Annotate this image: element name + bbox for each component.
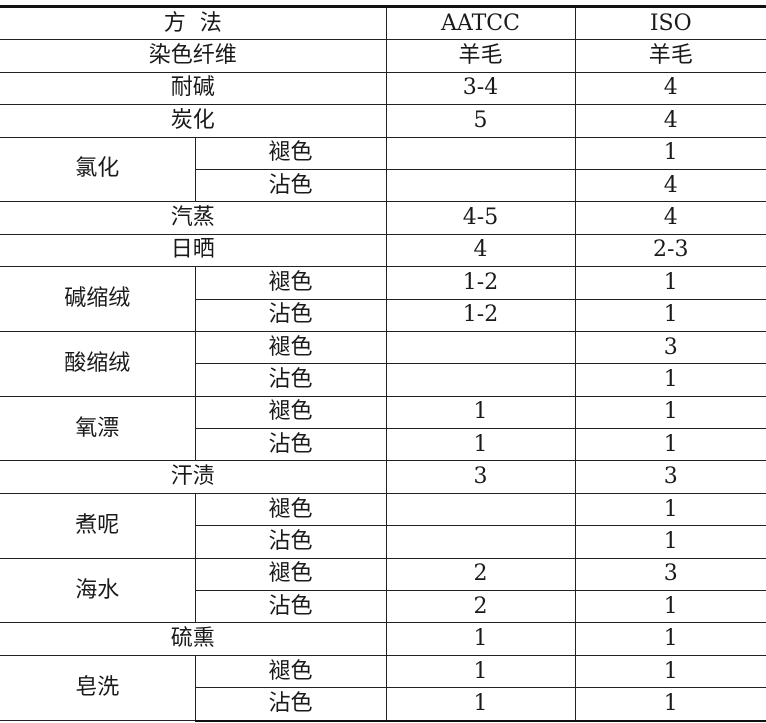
sub-label: 褪色 <box>195 395 387 430</box>
aatcc-value: 1-2 <box>386 298 576 332</box>
iso-value: 1 <box>575 687 766 722</box>
method-name: 海水 <box>0 557 196 624</box>
iso-value: 1 <box>575 298 766 332</box>
method-name: 耐碱 <box>0 71 387 106</box>
table-row: 沾色 1-2 1 <box>0 298 766 332</box>
iso-value: 1 <box>575 590 766 624</box>
iso-value: 1 <box>575 266 766 300</box>
method-name: 汽蒸 <box>0 201 387 235</box>
iso-value: 4 <box>575 71 766 106</box>
sub-label: 沾色 <box>195 168 387 203</box>
method-name: 氧漂 <box>0 395 196 462</box>
fiber-aatcc: 羊毛 <box>386 39 576 73</box>
iso-value: 4 <box>575 168 766 203</box>
aatcc-value <box>386 168 576 203</box>
sub-label: 褪色 <box>195 492 387 527</box>
iso-value: 4 <box>575 104 766 138</box>
aatcc-value <box>386 363 576 397</box>
aatcc-value: 3-4 <box>386 71 576 106</box>
table-row: 海水 褪色 2 3 <box>0 557 766 624</box>
aatcc-value: 3 <box>386 460 576 494</box>
aatcc-value <box>386 525 576 559</box>
iso-value: 1 <box>575 622 766 656</box>
iso-value: 1 <box>575 654 766 689</box>
aatcc-value: 1 <box>386 428 576 462</box>
table-row: 耐碱 3-4 4 <box>0 71 766 106</box>
fastness-table: 方 法 AATCC ISO 染色纤维 羊毛 羊毛 耐碱 3-4 4 炭化 5 4 氯化 褪色 1… <box>0 4 766 722</box>
table-row: 炭化 5 4 <box>0 104 766 138</box>
iso-value: 1 <box>575 525 766 559</box>
method-name: 皂洗 <box>0 654 196 722</box>
header-method: 方 法 <box>0 4 387 41</box>
sub-label: 沾色 <box>195 428 387 462</box>
iso-value: 3 <box>575 460 766 494</box>
table-row: 日晒 4 2-3 <box>0 233 766 268</box>
aatcc-value: 1 <box>386 687 576 722</box>
sub-label: 褪色 <box>195 654 387 689</box>
fiber-row: 染色纤维 羊毛 羊毛 <box>0 39 766 73</box>
sub-label: 沾色 <box>195 525 387 559</box>
header-aatcc: AATCC <box>386 4 576 41</box>
aatcc-value: 2 <box>386 557 576 592</box>
table-row: 汽蒸 4-5 4 <box>0 201 766 235</box>
iso-value: 1 <box>575 428 766 462</box>
iso-value: 1 <box>575 136 766 170</box>
method-name: 汗渍 <box>0 460 387 494</box>
aatcc-value: 5 <box>386 104 576 138</box>
iso-value: 3 <box>575 330 766 365</box>
table-row: 煮呢 褪色 1 <box>0 492 766 559</box>
table-row: 碱缩绒 褪色 1-2 1 <box>0 266 766 332</box>
method-name: 硫熏 <box>0 622 387 656</box>
iso-value: 4 <box>575 201 766 235</box>
header-row: 方 法 AATCC ISO <box>0 4 766 41</box>
method-name: 煮呢 <box>0 492 196 559</box>
fiber-label: 染色纤维 <box>0 39 387 73</box>
aatcc-value: 2 <box>386 590 576 624</box>
table-row: 氯化 褪色 1 <box>0 136 766 203</box>
iso-value: 1 <box>575 492 766 527</box>
table-row: 沾色 2 1 <box>0 590 766 624</box>
header-iso: ISO <box>575 4 766 41</box>
sub-label: 沾色 <box>195 687 387 722</box>
sub-label: 褪色 <box>195 266 387 300</box>
table-row: 沾色 1 1 <box>0 428 766 462</box>
table-row: 沾色 1 <box>0 363 766 397</box>
table-row: 沾色 4 <box>0 168 766 203</box>
table-row: 皂洗 褪色 1 1 <box>0 654 766 722</box>
table-row: 硫熏 1 1 <box>0 622 766 656</box>
aatcc-value <box>386 492 576 527</box>
table-row: 沾色 1 1 <box>0 687 766 722</box>
iso-value: 2-3 <box>575 233 766 268</box>
aatcc-value <box>386 330 576 365</box>
method-name: 氯化 <box>0 136 196 203</box>
sub-label: 沾色 <box>195 590 387 624</box>
table-row: 汗渍 3 3 <box>0 460 766 494</box>
fiber-iso: 羊毛 <box>575 39 766 73</box>
sub-label: 沾色 <box>195 298 387 332</box>
iso-value: 1 <box>575 395 766 430</box>
sub-label: 沾色 <box>195 363 387 397</box>
method-name: 日晒 <box>0 233 387 268</box>
iso-value: 3 <box>575 557 766 592</box>
sub-label: 褪色 <box>195 330 387 365</box>
aatcc-value: 1 <box>386 395 576 430</box>
method-name: 酸缩绒 <box>0 330 196 397</box>
method-name: 碱缩绒 <box>0 266 196 332</box>
aatcc-value: 1 <box>386 654 576 689</box>
aatcc-value <box>386 136 576 170</box>
sub-label: 褪色 <box>195 136 387 170</box>
aatcc-value: 1 <box>386 622 576 656</box>
aatcc-value: 1-2 <box>386 266 576 300</box>
method-name: 炭化 <box>0 104 387 138</box>
table-row: 沾色 1 <box>0 525 766 559</box>
iso-value: 1 <box>575 363 766 397</box>
aatcc-value: 4-5 <box>386 201 576 235</box>
table-row: 酸缩绒 褪色 3 <box>0 330 766 397</box>
table-row: 氧漂 褪色 1 1 <box>0 395 766 462</box>
aatcc-value: 4 <box>386 233 576 268</box>
sub-label: 褪色 <box>195 557 387 592</box>
